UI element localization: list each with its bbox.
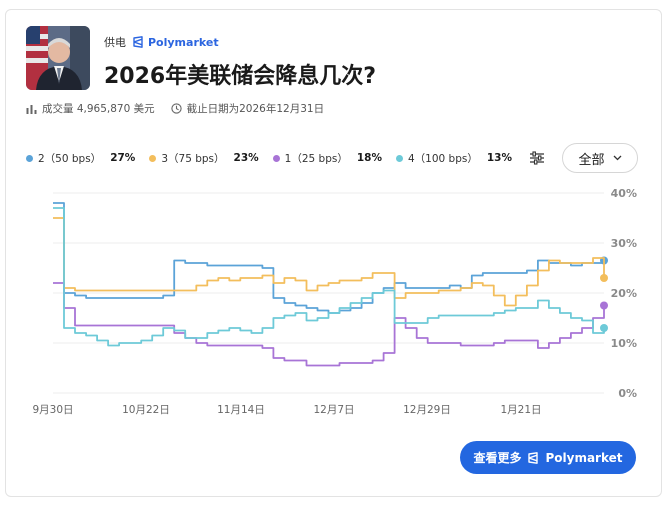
deadline-text: 截止日期为2026年12月31日 bbox=[186, 103, 325, 115]
y-tick-label: 40% bbox=[611, 187, 637, 200]
polymarket-label: Polymarket bbox=[148, 35, 219, 49]
series-end-marker bbox=[600, 301, 608, 310]
see-more-button[interactable]: 查看更多 Polymarket bbox=[460, 441, 636, 474]
filter-sliders-icon[interactable] bbox=[529, 151, 545, 165]
legend-dot bbox=[149, 154, 157, 162]
volume-text: 成交量 4,965,870 美元 bbox=[42, 103, 155, 115]
legend-dot bbox=[395, 154, 403, 162]
series-line bbox=[53, 202, 605, 314]
legend-percent: 23% bbox=[233, 152, 259, 164]
legend-percent: 18% bbox=[356, 152, 382, 164]
legend-dot bbox=[26, 154, 33, 162]
y-tick-label: 30% bbox=[611, 237, 637, 250]
legend-dot bbox=[272, 154, 280, 162]
deadline-item: 截止日期为2026年12月31日 bbox=[170, 101, 325, 116]
avatar bbox=[26, 26, 90, 90]
all-range-label: 全部 bbox=[578, 152, 605, 168]
polymarket-logo-icon bbox=[528, 451, 539, 464]
y-tick-label: 20% bbox=[611, 287, 637, 300]
source-name: 供电 bbox=[104, 36, 126, 49]
chevron-down-icon bbox=[613, 155, 621, 161]
x-tick-label: 12月29日 bbox=[403, 404, 451, 416]
x-tick-label: 9月30日 bbox=[32, 404, 73, 416]
legend-percent: 27% bbox=[110, 152, 136, 164]
polymarket-logo-icon bbox=[133, 36, 143, 48]
legend-item[interactable]: 2（50 bps） 27% bbox=[26, 151, 135, 166]
series-line bbox=[53, 282, 605, 367]
legend-percent: 13% bbox=[486, 152, 512, 164]
line-chart: 0% 10% 20% 30% 40% 9月30日 10月22日 11月14日 12月7日 12月2… bbox=[32, 187, 637, 416]
bar-chart-icon bbox=[26, 104, 37, 114]
legend-item[interactable]: 4（100 bps） 13% bbox=[395, 151, 512, 166]
see-more-label: 查看更多 bbox=[473, 451, 522, 465]
legend-label: 3（75 bps） bbox=[161, 152, 225, 165]
x-tick-label: 10月22日 bbox=[122, 404, 170, 416]
x-tick-label: 11月14日 bbox=[217, 404, 265, 416]
series-line bbox=[53, 217, 605, 307]
page-title: 2026年美联储会降息几次? bbox=[104, 64, 376, 89]
x-tick-label: 1月21日 bbox=[500, 404, 541, 416]
legend-item[interactable]: 3（75 bps） 23% bbox=[149, 151, 259, 166]
source-row: 供电 Polymarket bbox=[104, 34, 219, 50]
y-tick-label: 0% bbox=[618, 387, 637, 400]
volume-item: 成交量 4,965,870 美元 bbox=[26, 101, 155, 116]
legend-label: 2（50 bps） bbox=[38, 152, 102, 165]
series-line bbox=[53, 207, 605, 347]
polymarket-link[interactable]: Polymarket bbox=[132, 36, 219, 49]
legend-label: 1（25 bps） bbox=[284, 152, 348, 165]
meta-row: 成交量 4,965,870 美元 截止日期为2026年12月31日 bbox=[26, 101, 324, 116]
series-end-marker bbox=[600, 274, 608, 282]
clock-icon bbox=[170, 103, 182, 114]
all-range-dropdown[interactable]: 全部 bbox=[562, 143, 638, 173]
x-tick-label: 12月7日 bbox=[313, 404, 354, 416]
series-end-marker bbox=[600, 324, 608, 332]
see-more-brand: Polymarket bbox=[545, 450, 623, 465]
legend-label: 4（100 bps） bbox=[407, 152, 478, 165]
legend-row: 2（50 bps） 27% 3（75 bps） 23% 1（25 bps） 18… bbox=[26, 143, 638, 173]
market-card bbox=[5, 9, 662, 497]
legend-item[interactable]: 1（25 bps） 18% bbox=[272, 151, 382, 166]
y-tick-label: 10% bbox=[611, 337, 637, 350]
